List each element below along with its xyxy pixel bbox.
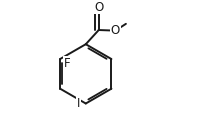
Text: I: I (77, 97, 80, 110)
Text: O: O (94, 1, 103, 14)
Text: F: F (64, 57, 70, 70)
Text: O: O (111, 24, 120, 37)
